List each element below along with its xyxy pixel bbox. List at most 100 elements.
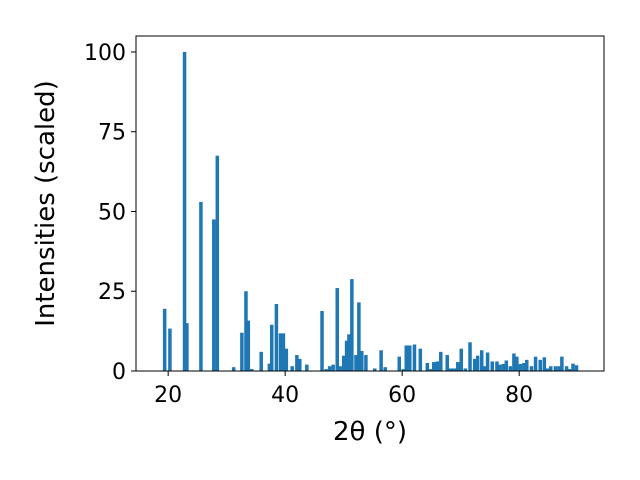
bar (284, 348, 289, 371)
bar (485, 352, 490, 371)
bar (185, 323, 189, 371)
bar (529, 366, 534, 371)
bar (331, 364, 335, 371)
bar (240, 332, 244, 371)
bar (504, 360, 509, 371)
x-tick-label: 80 (505, 383, 533, 408)
bar (538, 359, 542, 371)
bar (482, 366, 487, 371)
bar (429, 369, 433, 371)
axes-layer (131, 35, 605, 376)
bar (545, 368, 550, 371)
bar (215, 155, 220, 371)
y-tick-label: 100 (84, 41, 126, 66)
bar (364, 355, 368, 371)
bar (512, 353, 516, 371)
bar (350, 279, 354, 371)
bar (281, 333, 286, 371)
labels-layer: 20 40 60 80 0 25 50 75 100 2θ (°) Intensities (sca… (31, 41, 533, 447)
bar (344, 340, 349, 371)
bar (498, 364, 502, 371)
plot-frame (135, 35, 605, 372)
bar (199, 201, 203, 371)
bar (250, 369, 254, 371)
bar (533, 356, 538, 371)
bar (508, 366, 513, 371)
bar (267, 363, 272, 371)
bar (341, 355, 346, 371)
bar (244, 291, 248, 371)
bar (327, 366, 332, 371)
bar (518, 363, 523, 371)
bar (515, 356, 519, 371)
bar (259, 351, 263, 371)
bar (456, 362, 460, 371)
bar (231, 367, 236, 371)
bar (182, 51, 187, 371)
bar (459, 348, 464, 371)
bar (542, 357, 547, 371)
y-tick-label: 25 (98, 280, 126, 305)
bar (567, 369, 572, 371)
bar (357, 302, 361, 371)
bar (298, 358, 302, 371)
bar (560, 356, 564, 371)
bar (557, 366, 561, 371)
y-tick-label: 50 (98, 200, 126, 225)
bar (564, 366, 569, 371)
bar (397, 356, 402, 371)
bar (360, 350, 364, 371)
bar (379, 350, 383, 371)
bar (372, 368, 377, 371)
bar (553, 366, 558, 371)
bar (445, 355, 449, 371)
x-tick-label: 20 (154, 383, 182, 408)
bars-layer (162, 51, 579, 371)
bar (475, 355, 480, 371)
y-tick-label: 75 (98, 121, 126, 146)
bar (452, 368, 456, 371)
bar (246, 320, 251, 371)
bar (549, 366, 553, 371)
bar (490, 361, 495, 371)
bar (525, 359, 529, 371)
bar (295, 355, 299, 371)
bar (463, 368, 468, 371)
bar (432, 362, 436, 371)
bar (574, 365, 579, 371)
bar (274, 304, 279, 371)
bar (571, 363, 575, 371)
x-axis-label: 2θ (°) (333, 417, 407, 447)
bar (468, 342, 472, 371)
bar (435, 361, 440, 371)
bar (412, 344, 417, 371)
bar (305, 364, 309, 371)
bar (162, 308, 167, 371)
bar (479, 350, 484, 371)
bar (401, 369, 406, 371)
bar (418, 348, 423, 371)
bar (338, 366, 342, 371)
bar (324, 369, 328, 371)
bar (448, 368, 453, 371)
bar (501, 363, 506, 371)
bar (439, 351, 443, 371)
bar (278, 333, 283, 371)
bar (269, 324, 274, 371)
bar (290, 366, 294, 371)
bar (354, 355, 358, 371)
bar (168, 328, 172, 371)
bar (425, 363, 430, 371)
x-tick-label: 40 (271, 383, 299, 408)
bar (212, 219, 216, 371)
bar (408, 345, 412, 371)
bar (522, 363, 526, 371)
bar (495, 361, 499, 371)
bar (404, 345, 409, 371)
bar (335, 288, 339, 371)
bar (347, 334, 351, 371)
y-axis-label: Intensities (scaled) (31, 80, 61, 327)
y-tick-label: 0 (112, 360, 126, 385)
bar (383, 367, 387, 371)
